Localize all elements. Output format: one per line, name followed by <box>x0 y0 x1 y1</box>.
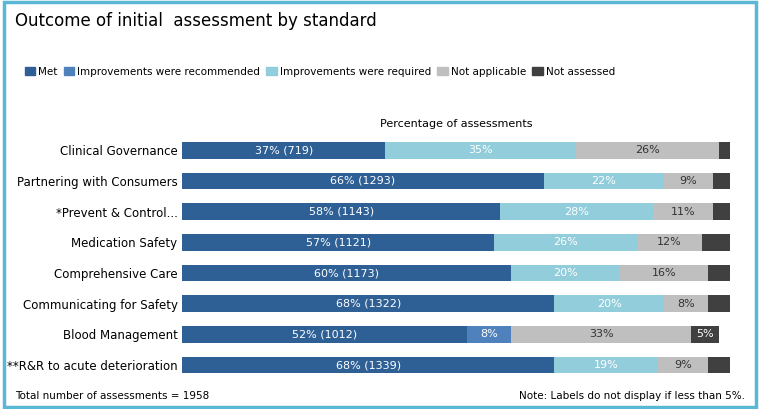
Bar <box>494 234 637 251</box>
Bar <box>692 326 719 343</box>
Text: Percentage of assessments: Percentage of assessments <box>380 119 532 129</box>
Text: 22%: 22% <box>591 176 616 186</box>
Text: 5%: 5% <box>696 329 714 339</box>
Bar <box>182 142 385 159</box>
Bar <box>664 173 713 189</box>
Bar <box>555 357 658 373</box>
Text: 66% (1293): 66% (1293) <box>331 176 395 186</box>
Text: 8%: 8% <box>480 329 498 339</box>
Bar <box>713 203 730 220</box>
Text: 33%: 33% <box>589 329 613 339</box>
Text: 26%: 26% <box>553 237 578 247</box>
Bar <box>182 326 467 343</box>
Bar <box>637 234 702 251</box>
Bar <box>182 203 500 220</box>
Bar <box>658 357 708 373</box>
Bar <box>543 173 664 189</box>
Bar <box>713 173 730 189</box>
Bar <box>576 142 719 159</box>
Text: 9%: 9% <box>674 360 692 370</box>
Text: Outcome of initial  assessment by standard: Outcome of initial assessment by standar… <box>15 12 377 30</box>
Text: 52% (1012): 52% (1012) <box>292 329 357 339</box>
Bar <box>467 326 511 343</box>
Text: 28%: 28% <box>564 207 589 217</box>
Text: 9%: 9% <box>679 176 698 186</box>
Bar <box>511 326 692 343</box>
Bar <box>182 173 543 189</box>
Text: 37% (719): 37% (719) <box>255 145 313 155</box>
Bar <box>702 234 730 251</box>
Text: 26%: 26% <box>635 145 660 155</box>
Bar <box>500 203 653 220</box>
Text: 11%: 11% <box>671 207 695 217</box>
Bar <box>182 234 494 251</box>
Bar <box>708 295 730 312</box>
Bar <box>182 295 555 312</box>
Legend: Met, Improvements were recommended, Improvements were required, Not applicable, : Met, Improvements were recommended, Impr… <box>21 63 619 81</box>
Bar <box>708 265 730 281</box>
Text: 68% (1339): 68% (1339) <box>336 360 401 370</box>
Text: Note: Labels do not display if less than 5%.: Note: Labels do not display if less than… <box>519 391 745 401</box>
Text: 60% (1173): 60% (1173) <box>314 268 379 278</box>
Text: 19%: 19% <box>594 360 619 370</box>
Text: 20%: 20% <box>597 299 622 309</box>
Text: 58% (1143): 58% (1143) <box>309 207 374 217</box>
Bar <box>555 295 664 312</box>
Text: 20%: 20% <box>553 268 578 278</box>
Bar <box>385 142 576 159</box>
Bar <box>182 265 511 281</box>
Bar <box>511 265 620 281</box>
Text: Total number of assessments = 1958: Total number of assessments = 1958 <box>15 391 210 401</box>
Bar <box>182 357 555 373</box>
Text: 16%: 16% <box>651 268 676 278</box>
Text: 8%: 8% <box>677 299 695 309</box>
Text: 12%: 12% <box>657 237 682 247</box>
Text: 35%: 35% <box>468 145 493 155</box>
Text: 57% (1121): 57% (1121) <box>306 237 371 247</box>
Bar <box>664 295 708 312</box>
Bar <box>719 142 730 159</box>
Bar <box>653 203 713 220</box>
Bar <box>620 265 708 281</box>
Text: 68% (1322): 68% (1322) <box>336 299 401 309</box>
Bar <box>708 357 730 373</box>
